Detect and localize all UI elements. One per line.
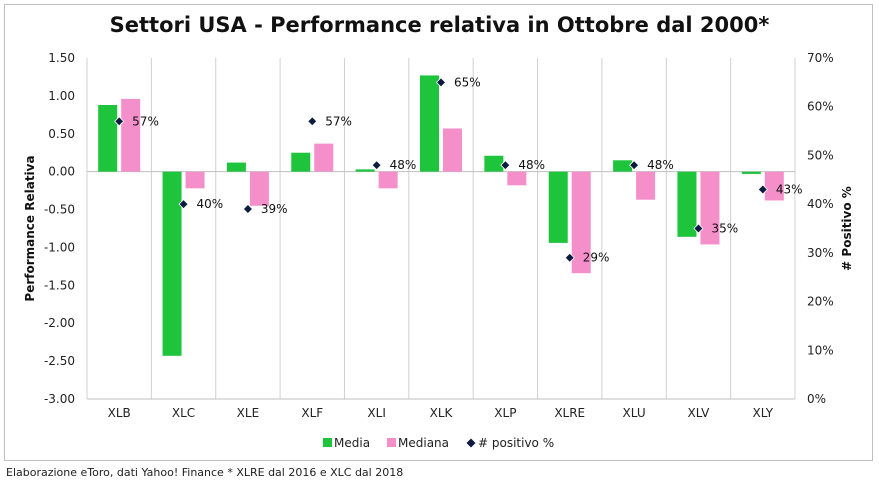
positivo-marker [629,160,640,171]
positivo-data-label: 29% [583,251,610,265]
legend-swatch [323,438,332,447]
x-tick-label: XLE [237,406,260,420]
legend-marker [466,438,476,448]
y-tick-label: -2.50 [44,354,75,368]
positivo-data-label: 39% [261,202,288,216]
positivo-marker [178,199,189,210]
bar-media [162,171,182,356]
bar-media [226,162,246,172]
y2-tick-label: 30% [807,246,834,260]
bar-media [98,104,118,172]
positivo-marker [242,203,253,215]
y2-tick-label: 40% [807,197,834,211]
positivo-marker [757,184,768,195]
bar-mediana [314,143,334,172]
legend-label: Media [334,436,370,450]
x-tick-label: XLU [623,406,646,420]
bar-mediana [700,171,720,245]
y2-tick-label: 20% [807,295,834,309]
y-axis-title: Performance Relativa [23,155,37,301]
y-tick-label: 1.50 [48,51,75,65]
positivo-data-label: 48% [518,158,545,172]
bar-media [741,171,761,174]
positivo-data-label: 57% [325,114,352,128]
positivo-marker [435,77,447,88]
positivo-data-label: 43% [776,183,803,197]
y2-tick-label: 0% [807,392,826,406]
bar-mediana [249,171,269,206]
bar-mediana [571,171,591,274]
positivo-marker [693,223,704,234]
positivo-marker [371,160,382,171]
x-tick-label: XLB [108,406,131,420]
positivo-marker [114,116,125,127]
x-tick-label: XLI [367,406,385,420]
y2-tick-label: 70% [807,51,834,65]
y2-tick-label: 50% [807,148,834,162]
positivo-marker [500,160,511,171]
y-tick-label: -0.50 [44,203,75,217]
positivo-marker [307,116,318,127]
positivo-data-label: 57% [132,114,159,128]
positivo-data-label: 40% [197,197,224,211]
x-tick-label: XLF [301,406,323,420]
y-tick-label: -2.00 [44,316,75,330]
x-tick-label: XLP [494,406,516,420]
bar-mediana [443,128,462,172]
bar-media [291,152,311,172]
bar-mediana [764,171,784,201]
x-tick-label: XLRE [554,406,585,420]
bar-mediana [507,171,527,186]
positivo-data-label: 65% [454,75,481,89]
x-tick-label: XLK [430,406,454,420]
y-tick-label: -1.50 [44,278,75,292]
x-tick-label: XLC [172,406,195,420]
bar-media [548,171,568,243]
positivo-data-label: 48% [390,158,417,172]
y-tick-label: 1.00 [48,89,75,103]
bar-media [613,160,633,172]
x-tick-label: XLV [688,406,711,420]
positivo-marker [564,252,575,263]
y-tick-label: -3.00 [44,392,75,406]
bar-mediana [121,98,141,172]
y2-tick-label: 60% [807,100,834,114]
positivo-data-label: 48% [647,158,674,172]
bar-mediana [185,171,205,189]
legend-label: Mediana [398,436,449,450]
bar-mediana [378,171,398,189]
chart-title: Settori USA - Performance relativa in Ot… [109,13,770,37]
bar-media [420,75,439,172]
y-tick-label: 0.50 [48,127,75,141]
legend-swatch [387,438,396,447]
legend-label: # positivo % [478,436,554,450]
positivo-data-label: 35% [711,222,738,236]
bar-media [677,171,697,237]
bar-mediana [636,171,656,200]
bar-media [484,155,504,172]
y-tick-label: -1.00 [44,240,75,254]
y2-tick-label: 10% [807,343,834,357]
y2-axis-title: # Positivo % [840,186,854,271]
source-footnote: Elaborazione eToro, dati Yahoo! Finance … [6,466,404,479]
bar-media [355,169,375,172]
y-tick-label: 0.00 [48,165,75,179]
x-tick-label: XLY [752,406,773,420]
